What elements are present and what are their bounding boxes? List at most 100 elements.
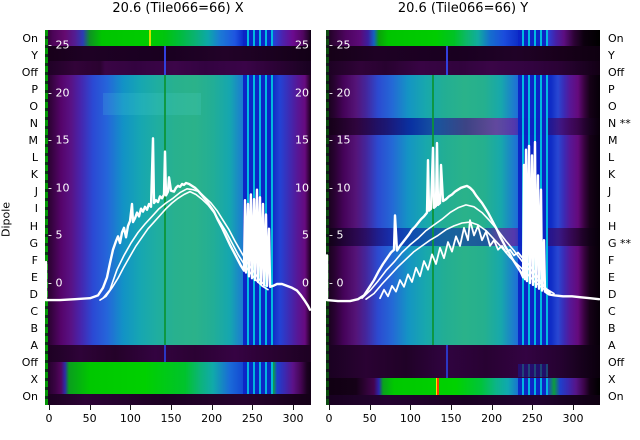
- x-tick-label: 300: [562, 412, 584, 425]
- heatmap-row-off-bottom: [326, 345, 600, 378]
- value-tick-label: - 15: [329, 133, 351, 147]
- dipole-labels-right: On Y Off P O N ** M L K J I H G ** F E D C B A Off X On: [606, 30, 640, 405]
- dipole-labels-left: On Y Off P O N M L K J I H G F E D C B A Off X On: [0, 30, 40, 405]
- rfi-stripes-dim: [518, 364, 548, 377]
- x-tick-mark: [329, 405, 330, 410]
- dipole-row-label: E: [608, 270, 615, 284]
- x-tick-mark: [532, 405, 534, 410]
- rfi-stripes: [518, 75, 548, 345]
- dipole-row-label: E: [31, 270, 38, 284]
- dipole-row-label: C: [30, 304, 38, 318]
- heatmap-row-x-bottom: [326, 378, 600, 395]
- dipole-row-label: P: [31, 83, 38, 97]
- x-tick-label: 50: [362, 412, 377, 425]
- dipole-row-label: K: [608, 168, 616, 182]
- value-tick-label: - 10: [48, 181, 70, 195]
- heatmap-row-off-top: [326, 61, 600, 75]
- dipole-row-label: B: [30, 321, 38, 335]
- dipole-row-label: A: [608, 338, 616, 352]
- dipole-row-label: Off: [608, 66, 625, 80]
- heatmap-row-on-top: [326, 30, 600, 46]
- dipole-row-label: A: [30, 338, 38, 352]
- dipole-row-label: H: [608, 219, 617, 233]
- x-tick-mark: [410, 405, 412, 410]
- center-blue-line-top: [164, 46, 166, 75]
- rfi-stripes: [243, 30, 273, 46]
- x-tick-mark: [572, 405, 574, 410]
- dipole-row-label: L: [608, 151, 615, 165]
- dipole-row-label: B: [608, 321, 616, 335]
- value-tick-number: 5: [302, 228, 309, 242]
- dipole-row-label: J: [608, 185, 612, 199]
- dipole-row-label: H: [29, 219, 38, 233]
- value-tick-number: 15: [295, 133, 309, 147]
- dipole-row-label: L: [31, 151, 38, 165]
- dipole-row-label: Off: [21, 355, 38, 369]
- center-blue-line-top: [446, 46, 448, 75]
- value-tick-number: 0: [302, 276, 309, 290]
- rfi-stripes: [243, 75, 273, 345]
- dipole-row-label: J: [34, 185, 38, 199]
- x-tick-label: 0: [325, 412, 333, 425]
- x-tick-label: 300: [282, 412, 304, 425]
- heatmap-panel-x: - 25 - 20 - 15 - 10 - 5 - 0 25 20 15 10 5 0: [45, 30, 311, 405]
- x-tick-mark: [211, 405, 213, 410]
- center-blue-line-bottom: [446, 345, 448, 378]
- heatmap-texture-patch: [103, 93, 201, 115]
- dipole-row-label: N: [29, 117, 38, 131]
- x-tick-mark: [89, 405, 91, 410]
- heatmap-row-g-anomaly: [326, 228, 600, 246]
- value-tick-number: 20: [295, 86, 309, 100]
- value-tick-number: 10: [295, 181, 309, 195]
- dipole-row-label: O: [29, 100, 38, 114]
- x-tick-mark: [170, 405, 172, 410]
- yellow-line: [149, 30, 151, 46]
- value-tick-label: - 5: [48, 228, 63, 242]
- panel-y-title: 20.6 (Tile066=66) Y: [397, 1, 529, 16]
- x-tick-mark: [252, 405, 254, 410]
- dipole-row-label: X: [608, 372, 616, 386]
- heatmap-panel-y: - 25 - 20 - 15 - 10 - 5 - 0: [326, 30, 600, 405]
- orange-line: [436, 378, 439, 395]
- center-green-line: [432, 75, 434, 345]
- center-blue-line-bottom: [164, 345, 166, 362]
- dipole-row-label: G: [29, 236, 38, 250]
- dipole-row-label: I: [34, 202, 38, 216]
- dipole-row-label: K: [30, 168, 38, 182]
- x-tick-label: 250: [241, 412, 263, 425]
- x-tick-mark: [292, 405, 294, 410]
- dipole-row-label: F: [31, 253, 38, 267]
- x-tick-label: 0: [45, 412, 53, 425]
- dipole-row-label: On: [22, 32, 38, 46]
- dipole-row-label: Off: [21, 66, 38, 80]
- x-tick-mark: [491, 405, 493, 410]
- panel-x-title: 20.6 (Tile066=66) X: [112, 1, 244, 16]
- value-tick-label: - 10: [329, 181, 351, 195]
- x-tick-mark: [369, 405, 371, 410]
- dipole-row-label: D: [608, 287, 617, 301]
- value-tick-number: 25: [295, 38, 309, 52]
- value-tick-label: - 25: [48, 38, 70, 52]
- dipole-row-label: On: [608, 32, 624, 46]
- dipole-row-label: M: [28, 134, 39, 148]
- value-tick-label: - 20: [48, 86, 70, 100]
- dipole-row-label: N **: [608, 117, 631, 131]
- dipole-row-label: Y: [31, 49, 38, 63]
- x-tick-label: 100: [399, 412, 421, 425]
- value-tick-label: - 25: [329, 38, 351, 52]
- x-tick-label: 50: [82, 412, 97, 425]
- dipole-row-label: C: [608, 304, 616, 318]
- center-green-line: [164, 75, 166, 345]
- value-tick-label: - 20: [329, 86, 351, 100]
- rfi-stripes: [243, 362, 273, 394]
- x-tick-label: 150: [440, 412, 462, 425]
- dipole-row-label: D: [29, 287, 38, 301]
- value-tick-label: - 0: [48, 276, 63, 290]
- heatmap-dipole-band: [326, 75, 600, 345]
- rfi-stripes: [518, 30, 548, 46]
- value-tick-label: - 5: [329, 228, 344, 242]
- dipole-row-label: G **: [608, 236, 632, 250]
- dipole-row-label: O: [608, 100, 617, 114]
- heatmap-row-off-top: [45, 61, 311, 75]
